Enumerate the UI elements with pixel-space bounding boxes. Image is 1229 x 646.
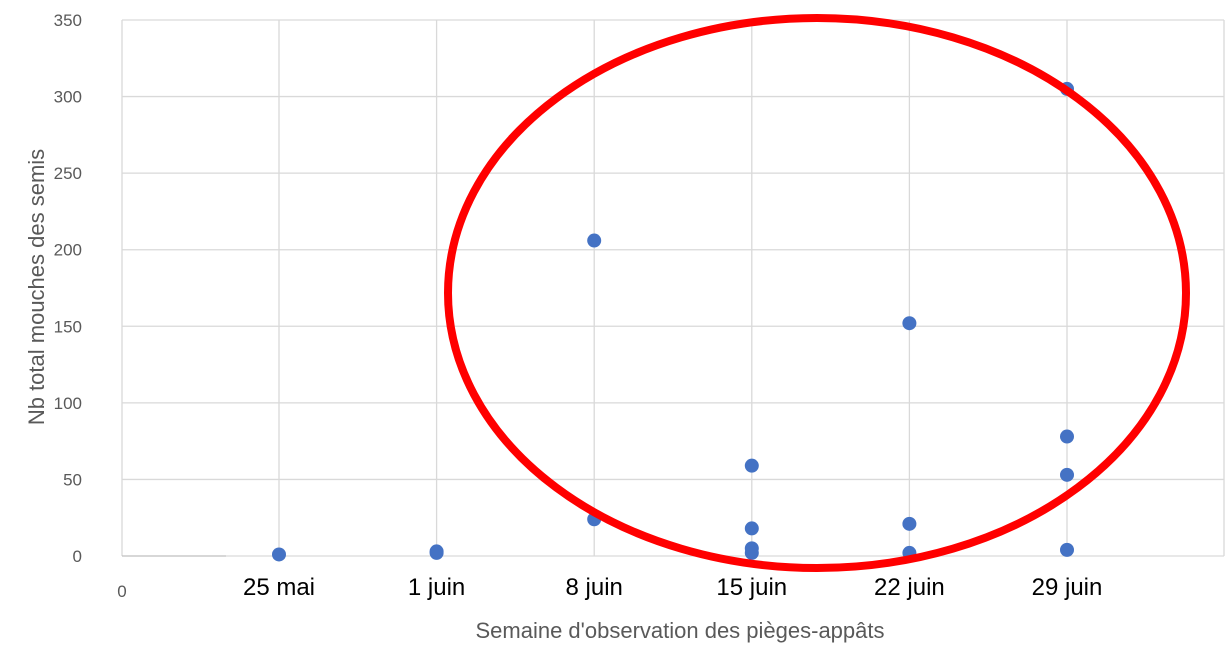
- x-tick-label-zero: 0: [117, 582, 126, 601]
- x-tick-label: 8 juin: [566, 574, 623, 601]
- highlight-ellipse: [444, 14, 1190, 572]
- y-tick-label: 50: [63, 470, 82, 489]
- data-point: [744, 458, 759, 473]
- x-tick-label: 22 juin: [874, 574, 945, 601]
- x-axis-title: Semaine d'observation des pièges-appâts: [475, 618, 884, 643]
- x-tick-label: 1 juin: [408, 574, 465, 601]
- x-tick-labels: 0 25 mai 1 juin 8 juin 15 juin 22 juin 29 juin: [117, 574, 1102, 601]
- x-tick-label: 15 juin: [716, 574, 787, 601]
- y-tick-label: 200: [54, 241, 82, 260]
- y-tick-label: 300: [54, 88, 82, 107]
- data-point: [744, 545, 759, 560]
- data-point: [429, 545, 444, 560]
- data-point: [587, 233, 602, 248]
- data-points: [272, 81, 1074, 562]
- y-tick-label: 250: [54, 164, 82, 183]
- data-point: [1060, 467, 1074, 482]
- data-point: [902, 516, 917, 531]
- y-tick-label: 150: [54, 317, 82, 336]
- y-tick-label: 350: [54, 11, 82, 30]
- y-axis-title: Nb total mouches des semis: [24, 149, 49, 425]
- data-point: [1060, 542, 1074, 557]
- gridlines: [121, 19, 1225, 556]
- x-tick-label: 29 juin: [1032, 574, 1103, 601]
- x-tick-label: 25 mai: [243, 574, 315, 601]
- y-tick-label: 100: [54, 394, 82, 413]
- data-point: [272, 547, 286, 562]
- y-tick-labels: 0 50 100 150 200 250 300 350: [54, 11, 82, 566]
- y-tick-label: 0: [73, 547, 82, 566]
- data-point: [744, 521, 759, 536]
- data-point: [902, 316, 917, 331]
- data-point: [1060, 429, 1074, 444]
